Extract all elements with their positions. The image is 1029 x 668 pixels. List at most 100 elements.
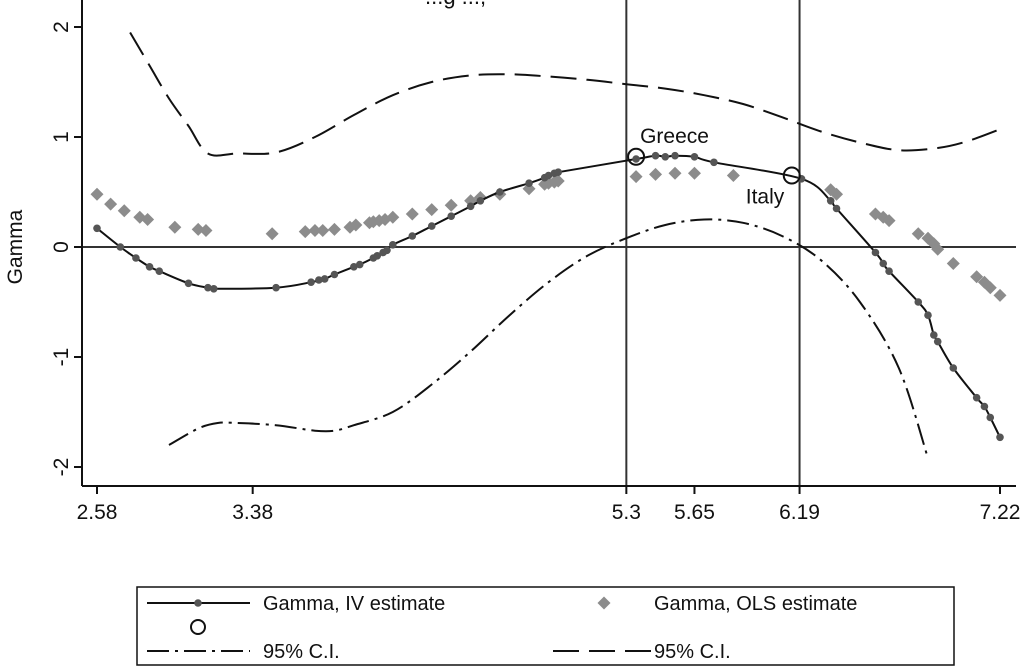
iv-point	[980, 402, 989, 411]
ols-point	[830, 187, 844, 201]
iv-point	[496, 188, 504, 196]
iv-point	[885, 267, 893, 276]
iv-point	[972, 393, 981, 402]
iv-point	[986, 413, 995, 422]
iv-point	[930, 331, 938, 339]
iv-point	[373, 252, 382, 260]
chart-title: ...g ...,	[425, 0, 486, 9]
ols-point	[191, 222, 205, 236]
axes: -2 -1 0 1 2 2.58 3.38 5.3 5.65 6.19 7.22 Gamma	[4, 0, 1020, 524]
x-tick-label: 5.3	[612, 501, 641, 524]
ols-point	[726, 169, 740, 182]
iv-point	[383, 246, 391, 255]
iv-point	[924, 311, 932, 320]
iv-point	[184, 279, 193, 288]
iv-point	[93, 224, 101, 233]
iv-point	[389, 241, 397, 249]
legend-iv-label: Gamma, IV estimate	[263, 593, 445, 615]
iv-point	[661, 153, 670, 161]
y-tick-label: -1	[50, 348, 73, 367]
ols-point	[649, 167, 663, 181]
x-tick-label: 3.38	[232, 501, 273, 524]
legend-box	[136, 586, 955, 666]
y-tick-label: 1	[50, 131, 73, 143]
ols-point	[946, 257, 960, 270]
ols-point	[668, 166, 682, 180]
ols-point	[386, 210, 400, 224]
ols-point	[199, 224, 213, 237]
iv-point	[476, 197, 485, 205]
ols-point	[308, 224, 322, 237]
iv-point	[330, 270, 339, 279]
iv-point	[307, 278, 315, 287]
iv-point	[350, 263, 358, 271]
ols-point	[104, 197, 118, 211]
iv-point	[204, 283, 212, 292]
annotations: Greece Italy	[627, 125, 801, 209]
ols-point	[265, 227, 279, 241]
annotation-label: Italy	[746, 186, 785, 209]
ols-point	[882, 214, 896, 228]
series-layer	[90, 31, 1007, 459]
x-tick-label: 6.19	[779, 501, 820, 524]
ols-point	[931, 242, 945, 256]
ols-point	[117, 204, 131, 218]
iv-point	[320, 275, 329, 283]
iv-estimate-line	[96, 154, 1001, 438]
ols-point	[911, 227, 925, 241]
iv-point	[871, 248, 880, 257]
iv-point	[690, 153, 699, 161]
iv-point	[651, 151, 660, 160]
iv-point	[949, 364, 958, 372]
ols-point	[425, 203, 439, 217]
ci-upper-line	[129, 31, 1001, 157]
iv-point	[155, 267, 164, 276]
iv-point	[632, 155, 640, 163]
reference-lines	[82, 0, 1016, 486]
legend-longdash-label: 95% C.I.	[654, 641, 731, 663]
iv-point	[933, 337, 942, 346]
ci-lower-line	[168, 218, 929, 459]
ols-point	[141, 213, 155, 226]
ols-point	[316, 224, 330, 237]
ols-point	[522, 182, 536, 196]
ols-point	[90, 187, 104, 201]
iv-point	[914, 298, 923, 306]
ols-point	[983, 281, 997, 295]
y-axis-title: Gamma	[4, 209, 27, 284]
legend-ols-marker	[597, 596, 611, 610]
iv-point	[427, 222, 436, 230]
ols-point	[993, 288, 1007, 302]
iv-point	[116, 243, 125, 251]
legend-ols-label: Gamma, OLS estimate	[654, 593, 857, 615]
iv-point	[466, 202, 475, 211]
iv-point	[132, 254, 140, 262]
iv-point	[272, 283, 280, 292]
iv-point	[879, 259, 888, 268]
y-tick-label: -2	[50, 458, 73, 477]
ols-point	[327, 222, 341, 236]
iv-point	[355, 260, 364, 269]
iv-point	[544, 171, 553, 180]
iv-point	[826, 197, 835, 205]
ols-point	[168, 220, 182, 234]
y-tick-label: 2	[50, 21, 73, 33]
ols-point	[551, 174, 565, 188]
legend-circle-marker	[190, 619, 206, 635]
ols-point	[298, 225, 312, 239]
annotation-circle	[627, 147, 646, 166]
iv-point	[832, 204, 841, 213]
iv-point	[447, 212, 455, 220]
iv-point	[315, 276, 323, 284]
iv-point	[209, 285, 218, 293]
iv-point	[554, 168, 563, 176]
iv-point	[525, 179, 533, 187]
legend: Gamma, IV estimate Gamma, OLS estimate 95%…	[136, 586, 955, 666]
annotation-label: Greece	[640, 125, 709, 148]
y-tick-label: 0	[50, 241, 73, 253]
ols-point	[629, 170, 643, 184]
iv-point	[996, 433, 1004, 442]
annotation-circle	[782, 166, 801, 185]
iv-point	[408, 232, 417, 240]
